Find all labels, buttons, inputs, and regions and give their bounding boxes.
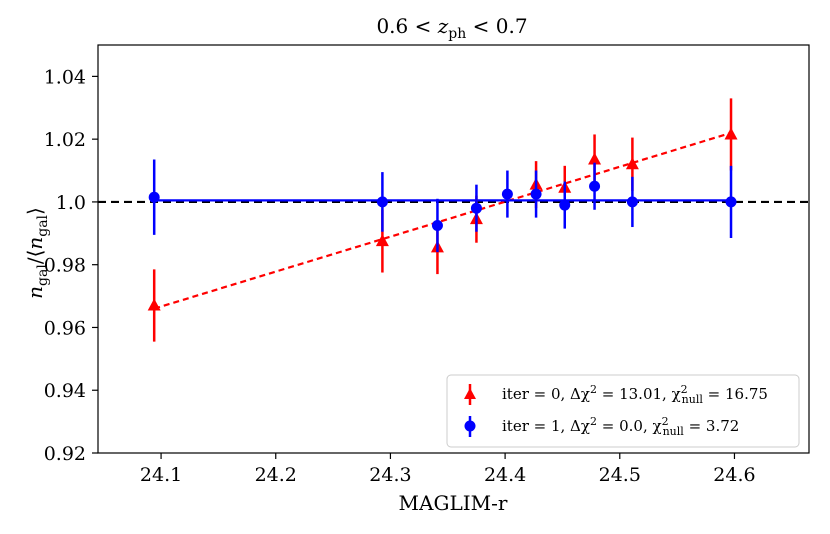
point-iter1-0 [148, 191, 160, 203]
point-iter1-2 [431, 219, 443, 231]
axes: 24.1 24.2 24.3 24.4 24.5 24.6 0.92 0.94 0.96 0.98… [44, 44, 810, 486]
point-iter0-0 [147, 298, 161, 311]
point-iter1-7 [589, 180, 601, 192]
point-iter1-1 [376, 196, 388, 208]
plot-area [98, 98, 809, 342]
point-iter1-8 [626, 196, 638, 208]
x-tick-label-1: 24.2 [255, 464, 297, 486]
legend-iter0-label: iter = 0, Δχ2 = 13.01, χ2 null = 16.75 [502, 383, 768, 406]
y-tick-label-2: 0.96 [44, 317, 86, 339]
point-iter0-8 [724, 127, 738, 140]
ylabel-n1: n [23, 286, 47, 299]
legend-iter0-marker [464, 388, 476, 399]
x-tick-label-2: 24.3 [369, 464, 411, 486]
fit-line-iter0 [153, 131, 732, 310]
y-tick-label-6: 1.04 [44, 66, 86, 88]
title-var: z [437, 14, 449, 38]
ylabel-end: ⟩ [23, 207, 47, 215]
legend-entry-iter1: iter = 1, Δχ2 = 0.0, χ2 null = 3.72 [464, 415, 739, 438]
point-iter0-7 [625, 157, 639, 170]
y-tick-label-3: 0.98 [44, 255, 86, 277]
title-lhs: 0.6 < [376, 14, 437, 38]
y-tick-label-5: 1.02 [44, 129, 86, 151]
ylabel-sub1: gal [35, 264, 51, 286]
x-tick-label-5: 24.6 [713, 464, 755, 486]
y-axis-label: ngal/⟨ngal⟩ [23, 207, 51, 299]
chart-title: 0.6 < zph < 0.7 [376, 14, 527, 42]
point-iter1-5 [530, 188, 542, 200]
y-tick-label-0: 0.92 [44, 443, 86, 465]
ylabel-mid: /⟨ [23, 250, 47, 265]
legend: iter = 0, Δχ2 = 13.01, χ2 null = 16.75 it… [446, 374, 800, 448]
x-axis-label: MAGLIM-r [399, 491, 508, 515]
axes-frame [97, 44, 810, 454]
point-iter1-6 [559, 199, 571, 211]
y-tick-label-1: 0.94 [44, 380, 86, 402]
x-tick-label-3: 24.4 [484, 464, 526, 486]
point-iter0-6 [588, 152, 602, 165]
point-iter1-3 [470, 202, 482, 214]
point-iter1-4 [501, 188, 513, 200]
legend-box [446, 374, 800, 448]
y-tick-label-4: 1.0 [56, 192, 86, 214]
legend-iter1-marker [464, 420, 476, 432]
point-iter0-1 [375, 234, 389, 247]
title-sub: ph [448, 26, 466, 42]
x-tick-label-4: 24.5 [599, 464, 641, 486]
legend-iter1-label: iter = 1, Δχ2 = 0.0, χ2 null = 3.72 [502, 415, 739, 438]
x-tick-label-0: 24.1 [140, 464, 182, 486]
title-rhs: < 0.7 [466, 14, 527, 38]
point-iter1-9 [725, 196, 737, 208]
legend-entry-iter0: iter = 0, Δχ2 = 13.01, χ2 null = 16.75 [464, 383, 768, 406]
ylabel-sub2: gal [35, 214, 51, 236]
ylabel-n2: n [23, 237, 47, 250]
